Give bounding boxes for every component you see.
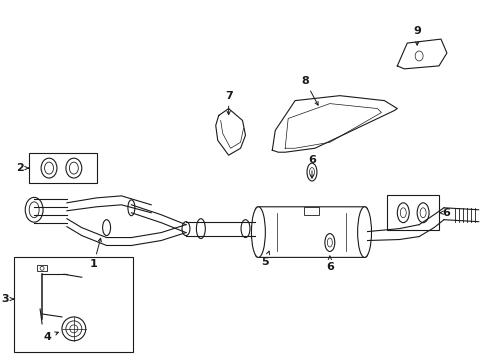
- Text: 9: 9: [412, 26, 420, 45]
- Ellipse shape: [416, 206, 425, 226]
- Ellipse shape: [306, 163, 316, 181]
- Text: 3: 3: [2, 294, 9, 304]
- Text: 4: 4: [43, 332, 58, 342]
- Polygon shape: [215, 109, 245, 155]
- Bar: [29, 153, 97, 183]
- Ellipse shape: [182, 222, 189, 235]
- Ellipse shape: [62, 317, 85, 341]
- Polygon shape: [397, 39, 446, 69]
- Ellipse shape: [414, 51, 422, 61]
- FancyBboxPatch shape: [255, 207, 367, 257]
- Ellipse shape: [241, 220, 249, 238]
- Ellipse shape: [324, 234, 334, 251]
- Ellipse shape: [196, 219, 205, 239]
- Text: 6: 6: [325, 256, 333, 272]
- Ellipse shape: [416, 203, 428, 223]
- Text: 5: 5: [261, 251, 269, 267]
- Text: 6: 6: [307, 155, 315, 178]
- Bar: [303, 207, 319, 215]
- Text: 2: 2: [17, 163, 24, 173]
- Ellipse shape: [128, 200, 135, 216]
- Text: 6: 6: [441, 208, 449, 218]
- Bar: [37, 265, 47, 271]
- Bar: [386, 195, 438, 230]
- Polygon shape: [272, 96, 397, 152]
- Text: 8: 8: [301, 76, 318, 105]
- Ellipse shape: [397, 203, 408, 223]
- Ellipse shape: [251, 207, 265, 257]
- Ellipse shape: [25, 197, 43, 222]
- Ellipse shape: [357, 207, 371, 257]
- Text: 1: 1: [90, 238, 101, 269]
- Bar: [14, 257, 133, 352]
- Ellipse shape: [102, 220, 110, 235]
- Text: 7: 7: [224, 91, 232, 114]
